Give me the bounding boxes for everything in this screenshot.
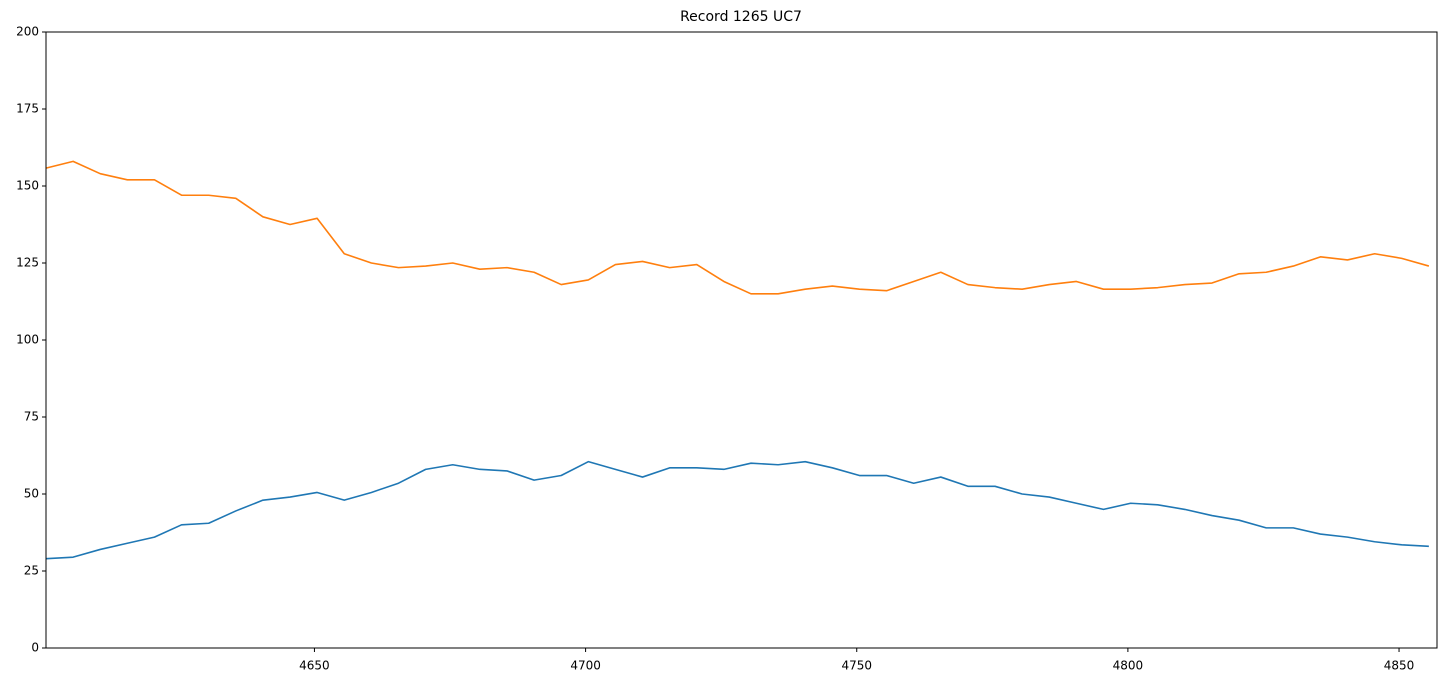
y-tick-label: 25 — [24, 564, 39, 578]
y-tick-label: 175 — [16, 102, 39, 116]
y-tick-label: 50 — [24, 487, 39, 501]
x-tick-label: 4800 — [1113, 659, 1144, 673]
data-line — [45, 160, 1430, 295]
chart-title: Record 1265 UC7 — [680, 9, 802, 25]
y-tick-label: 150 — [16, 179, 39, 193]
x-tick-label: 4650 — [299, 659, 330, 673]
x-tick-label: 4700 — [570, 659, 601, 673]
x-tick-label: 4750 — [841, 659, 872, 673]
y-tick-label: 200 — [16, 25, 39, 39]
data-line — [45, 460, 1429, 560]
y-tick-label: 75 — [24, 410, 39, 424]
y-tick-label: 125 — [16, 256, 39, 270]
plot-frame — [45, 31, 1438, 649]
y-tick-label: 100 — [16, 333, 39, 347]
y-tick-label: 0 — [31, 641, 39, 655]
x-tick-label: 4850 — [1384, 659, 1415, 673]
